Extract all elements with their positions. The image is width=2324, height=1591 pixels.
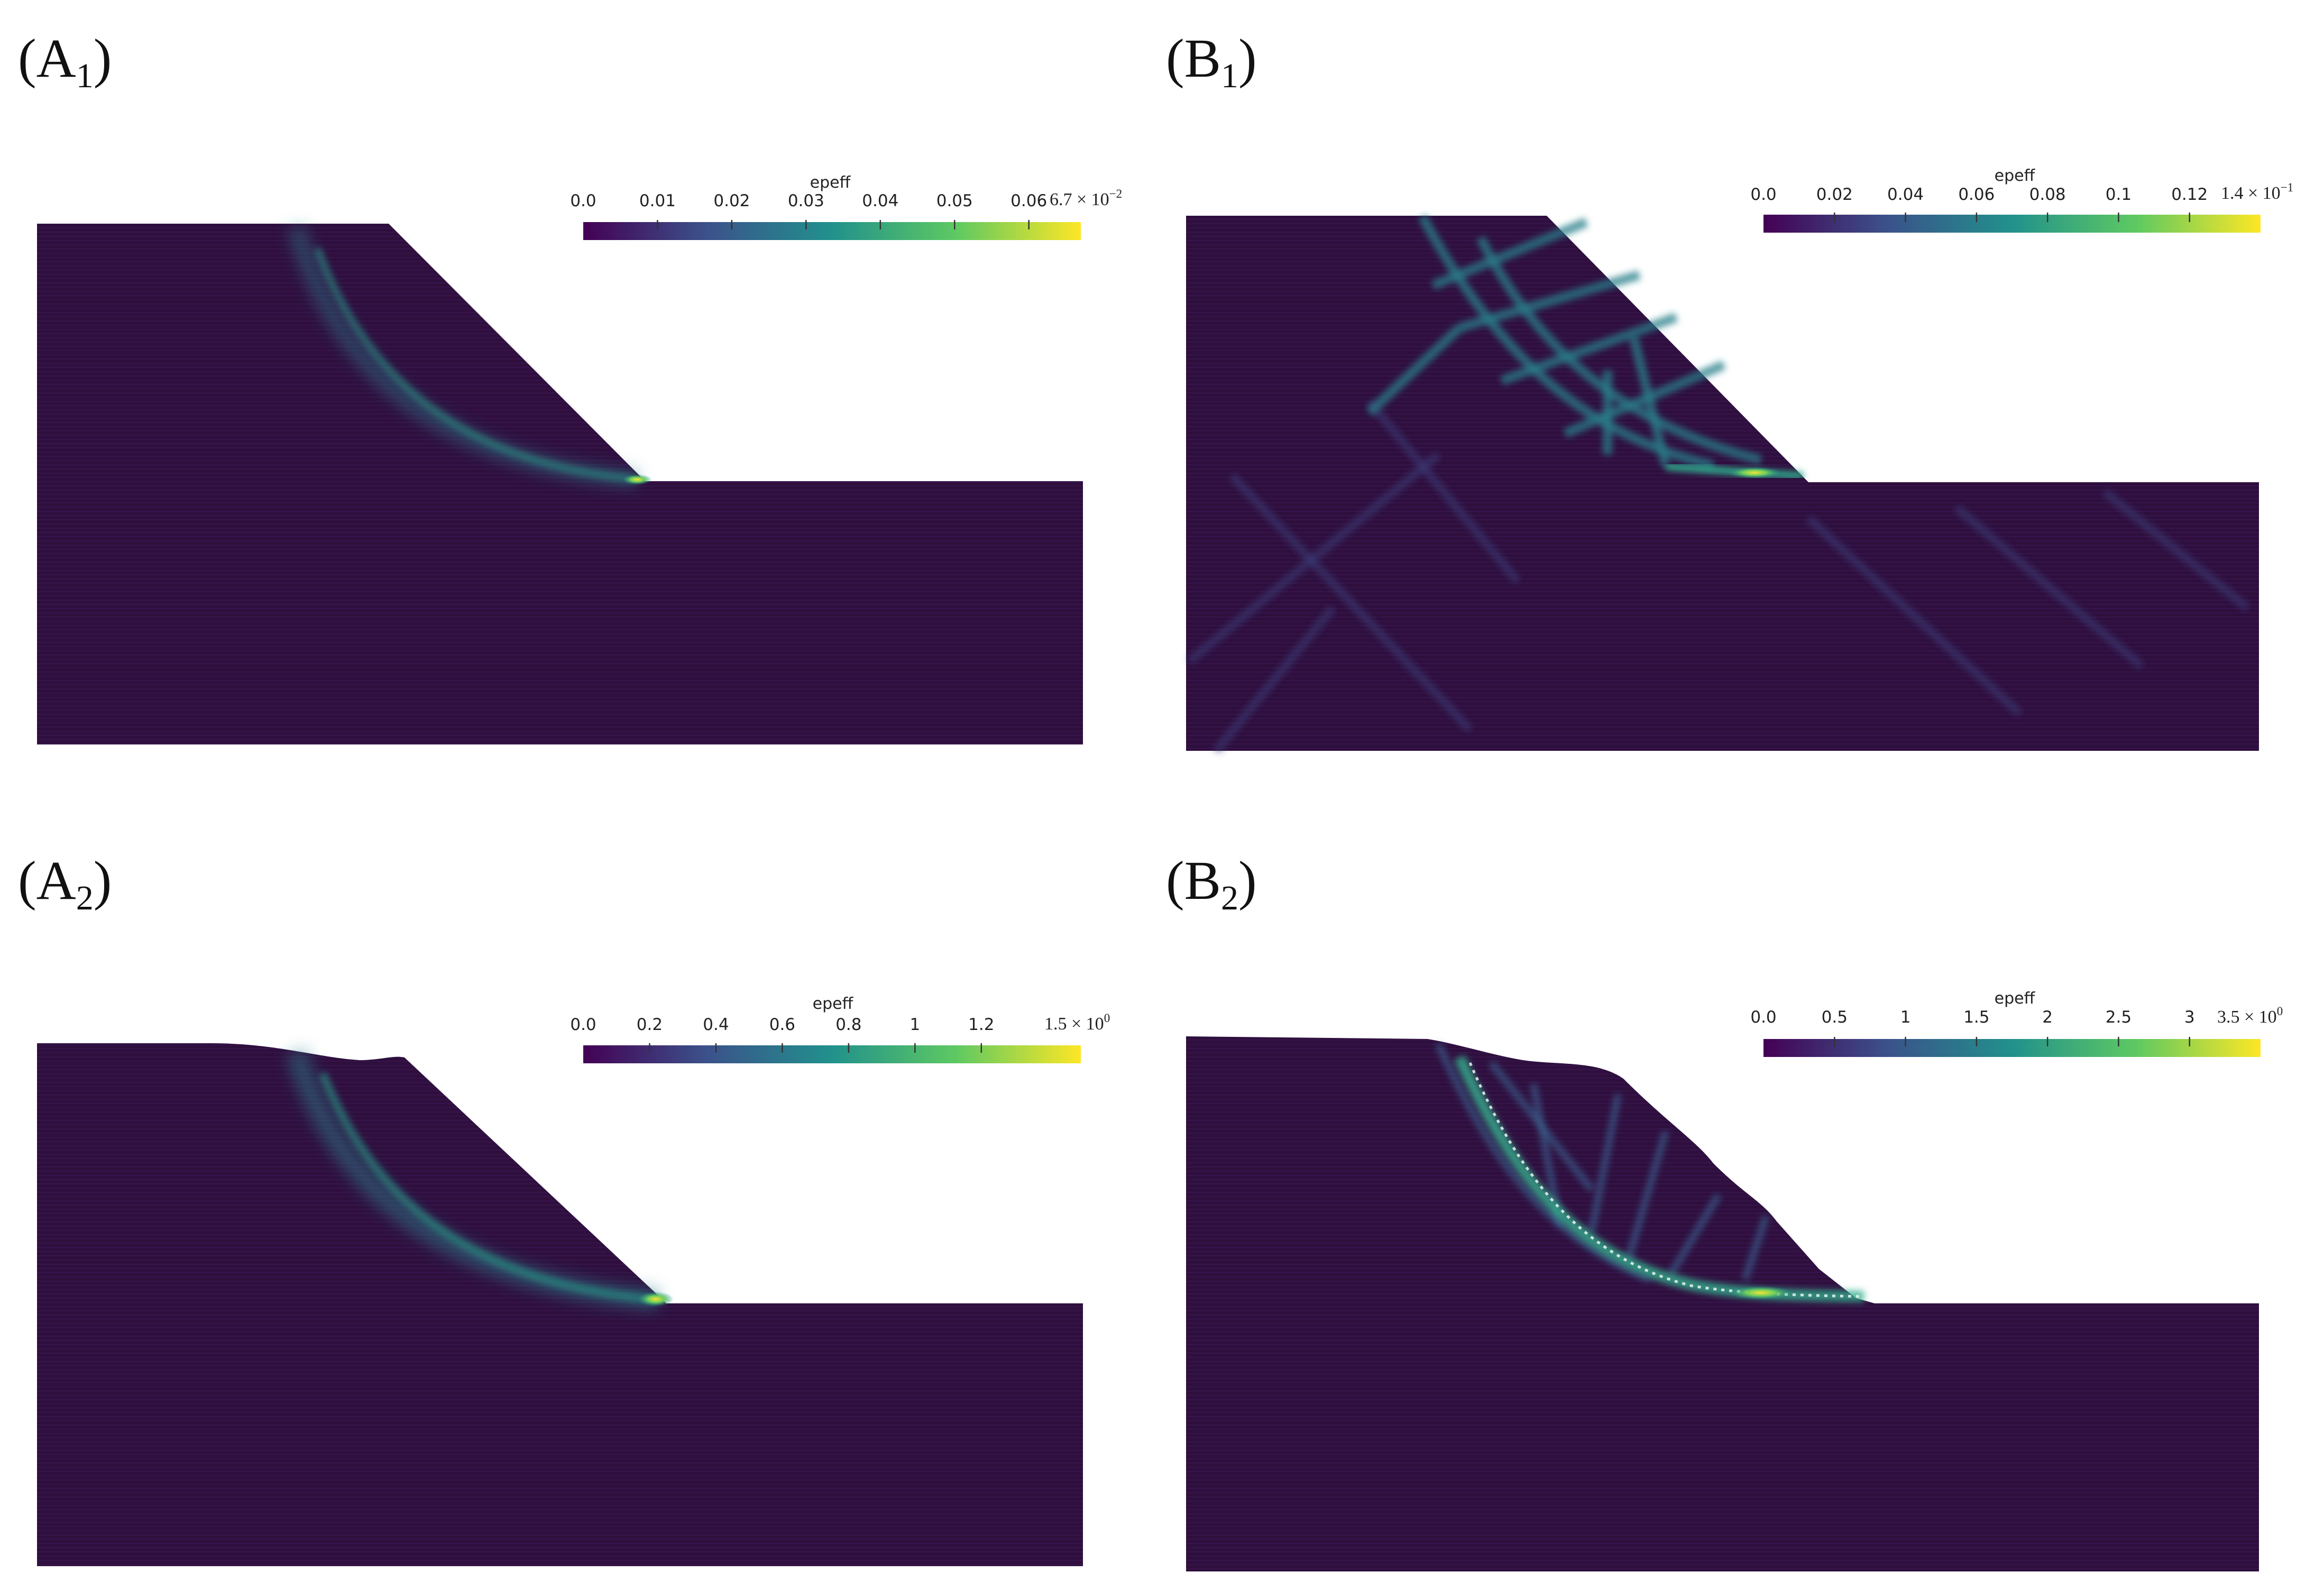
colorbar-tick-label: 0.06 xyxy=(1011,191,1047,210)
colorbar-ticks-b2: 0.0 0.5 1 1.5 2 2.5 3 xyxy=(1750,1008,2195,1046)
colorbar-max-label-a2: 1.5 × 100 xyxy=(1044,1011,1110,1034)
panel-label-b1: (B1) xyxy=(1166,28,1257,95)
colorbar-title-b1: epeff xyxy=(1995,167,2036,185)
slope-model-b1 xyxy=(1186,214,2259,754)
colorbar-tick-label: 1 xyxy=(910,1015,920,1034)
colorbar-tick-label: 0.8 xyxy=(835,1015,861,1034)
colorbar-tick-label: 0.5 xyxy=(1822,1008,1848,1027)
colorbar-tick-label: 0.0 xyxy=(1750,185,1776,204)
colorbar-tick-label: 1.2 xyxy=(968,1015,994,1034)
colorbar-max-label-b2: 3.5 × 100 xyxy=(2217,1005,2283,1027)
colorbar-a2: epeff 0.0 0.2 0.4 0.6 0.8 1 1.2 1.5 × 100 xyxy=(570,995,1110,1063)
colorbar-tick-label: 1 xyxy=(1900,1008,1911,1027)
colorbar-tick-label: 0.0 xyxy=(1750,1008,1776,1027)
colorbar-tick-label: 0.03 xyxy=(788,191,824,210)
slope-model-a1 xyxy=(37,224,1083,744)
max-strain-hotspot-b2 xyxy=(1729,1286,1793,1300)
colorbar-ticks-b1: 0.0 0.02 0.04 0.06 0.08 0.1 0.12 xyxy=(1750,185,2208,222)
colorbar-tick-label: 0.01 xyxy=(639,191,676,210)
colorbar-max-label-a1: 6.7 × 10−2 xyxy=(1050,187,1122,209)
colorbar-tick-label: 2 xyxy=(2042,1008,2053,1027)
max-strain-hotspot-a1 xyxy=(622,474,652,485)
colorbar-tick-label: 0.1 xyxy=(2106,185,2132,204)
panel-label-a2: (A2) xyxy=(18,850,112,917)
colorbar-gradient-b1 xyxy=(1763,215,2261,233)
panel-a2: (A2) epeff 0.0 0.2 0.4 0.6 0.8 1 1.2 1.5 × 100 xyxy=(18,850,1110,1566)
panel-a1: (A1) epeff 0.0 0.01 0.02 0.03 0.04 0.05 0.06 6… xyxy=(18,28,1122,744)
colorbar-title-a1: epeff xyxy=(810,173,851,192)
max-strain-hotspot-a2 xyxy=(638,1292,674,1307)
colorbar-tick-label: 3 xyxy=(2184,1008,2195,1027)
colorbar-tick-label: 0.2 xyxy=(637,1015,663,1034)
colorbar-tick-label: 0.12 xyxy=(2171,185,2208,204)
colorbar-max-label-b1: 1.4 × 10−1 xyxy=(2221,181,2293,203)
colorbar-tick-label: 0.0 xyxy=(570,1015,596,1034)
colorbar-b1: epeff 0.0 0.02 0.04 0.06 0.08 0.1 0.12 1.4 × 1… xyxy=(1750,167,2293,233)
colorbar-gradient-a2 xyxy=(583,1045,1081,1063)
colorbar-tick-label: 0.02 xyxy=(713,191,750,210)
colorbar-tick-label: 0.08 xyxy=(2029,185,2066,204)
panel-b1: (B1) xyxy=(1166,28,2293,754)
panel-label-a1: (A1) xyxy=(18,28,112,95)
colorbar-tick-label: 1.5 xyxy=(1963,1008,1989,1027)
colorbar-title-b2: epeff xyxy=(1995,989,2036,1008)
colorbar-tick-label: 0.04 xyxy=(862,191,898,210)
max-strain-hotspot-b1 xyxy=(1728,467,1781,479)
colorbar-title-a2: epeff xyxy=(813,995,854,1013)
colorbar-tick-label: 2.5 xyxy=(2106,1008,2132,1027)
colorbar-a1: epeff 0.0 0.01 0.02 0.03 0.04 0.05 0.06 6.7 × … xyxy=(570,173,1122,240)
colorbar-tick-label: 0.06 xyxy=(1958,185,1995,204)
colorbar-gradient-b2 xyxy=(1763,1039,2261,1057)
colorbar-ticks-a1: 0.0 0.01 0.02 0.03 0.04 0.05 0.06 xyxy=(570,191,1047,229)
slope-model-a2 xyxy=(37,1043,1083,1566)
shear-band-network-b1 xyxy=(1366,214,1762,470)
colorbar-gradient-a1 xyxy=(583,222,1081,240)
panel-b2: (B2) epeff 0.0 0.5 1 1.5 2 2.5 3 3.5 × 100 xyxy=(1166,850,2283,1571)
colorbar-b2: epeff 0.0 0.5 1 1.5 2 2.5 3 3.5 × 100 xyxy=(1750,989,2283,1057)
colorbar-tick-label: 0.6 xyxy=(769,1015,795,1034)
colorbar-tick-label: 0.02 xyxy=(1816,185,1853,204)
panel-label-b2: (B2) xyxy=(1166,850,1257,917)
colorbar-ticks-a2: 0.0 0.2 0.4 0.6 0.8 1 1.2 xyxy=(570,1015,994,1053)
colorbar-tick-label: 0.4 xyxy=(703,1015,729,1034)
slope-model-b2 xyxy=(1186,1036,2259,1571)
colorbar-tick-label: 0.04 xyxy=(1887,185,1924,204)
colorbar-tick-label: 0.0 xyxy=(570,191,596,210)
colorbar-tick-label: 0.05 xyxy=(936,191,973,210)
